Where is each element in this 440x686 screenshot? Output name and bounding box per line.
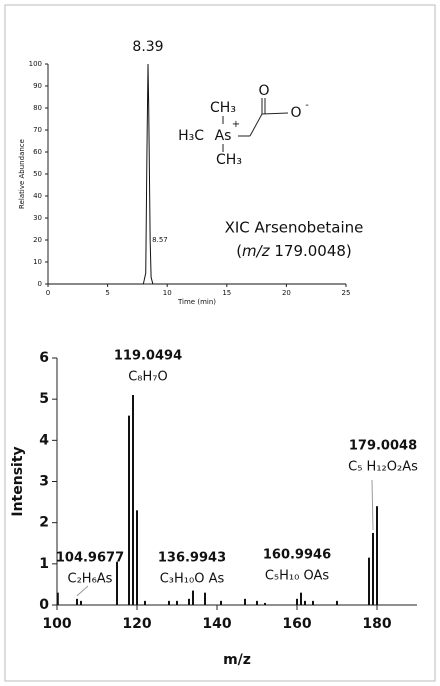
y-tick-label: 80	[33, 104, 42, 112]
peak-formula: C₂H₆As	[68, 572, 113, 587]
y-tick-label: 0	[39, 597, 49, 613]
annotation-part: (	[236, 242, 242, 260]
y-tick-label: 70	[33, 126, 42, 134]
x-tick-label: 100	[42, 616, 71, 632]
structure-label: -	[305, 100, 309, 111]
y-tick-label: 30	[33, 214, 42, 222]
y-tick-label: 6	[39, 350, 49, 366]
y-tick-label: 40	[33, 192, 42, 200]
x-tick-label: 15	[222, 289, 231, 297]
structure-label: O	[258, 83, 269, 99]
y-axis-label: Intensity	[10, 446, 26, 516]
y-tick-label: 2	[39, 515, 49, 531]
x-tick-label: 20	[282, 289, 291, 297]
structure-bonds	[222, 98, 289, 152]
x-tick-label: 120	[122, 616, 151, 632]
structure-label: As	[215, 128, 232, 144]
x-tick-label: 25	[342, 289, 351, 297]
y-tick-label: 1	[39, 556, 49, 572]
structure-label: +	[232, 119, 240, 130]
y-tick-label: 5	[39, 391, 49, 407]
frame	[4, 4, 436, 682]
x-tick-label: 0	[46, 289, 50, 297]
y-axis-label: Relative Abundance	[18, 139, 26, 209]
x-tick-label: 10	[163, 289, 172, 297]
structure-label: CH₃	[210, 100, 236, 116]
peak-formula: C₅ H₁₂O₂As	[348, 460, 418, 475]
peak-mz: 104.9677	[56, 551, 124, 566]
chromatogram-line	[48, 63, 346, 285]
y-tick-label: 3	[39, 474, 49, 490]
annotation: (m/z 179.0048)	[236, 242, 352, 260]
annotation-part: m/z	[242, 242, 271, 260]
x-axis-label: Time (min)	[177, 298, 216, 306]
peak-formula: C₈H₇O	[128, 370, 168, 385]
leader-line	[371, 479, 374, 530]
y-tick-label: 100	[29, 60, 42, 68]
annotation-part: 179.0048)	[270, 242, 352, 260]
x-tick-label: 5	[105, 289, 109, 297]
y-tick-label: 10	[33, 258, 42, 266]
structure-label: O	[290, 105, 301, 121]
peak-formula: C₅H₁₀ OAs	[265, 569, 330, 584]
peak-mz: 119.0494	[114, 349, 182, 364]
y-tick-label: 4	[39, 432, 49, 448]
x-tick-label: 140	[202, 616, 231, 632]
annotation: XIC Arsenobetaine	[225, 219, 364, 237]
structure-label: CH₃	[216, 152, 242, 168]
y-tick-label: 60	[33, 148, 42, 156]
peak-mz: 179.0048	[349, 439, 417, 454]
peak-mz: 160.9946	[263, 548, 331, 563]
leader-line	[76, 585, 89, 597]
y-tick-label: 20	[33, 236, 42, 244]
y-tick-label: 0	[38, 280, 42, 288]
y-tick-label: 50	[33, 170, 42, 178]
y-tick-label: 90	[33, 82, 42, 90]
peak-mz: 136.9943	[158, 551, 226, 566]
structure-label: H₃C	[178, 128, 204, 144]
peak-formula: C₃H₁₀O As	[160, 572, 225, 587]
x-tick-label: 180	[362, 616, 391, 632]
x-tick-label: 160	[282, 616, 311, 632]
peak-label: 8.57	[152, 236, 168, 244]
peak-label: 8.39	[132, 39, 163, 55]
x-axis-label: m/z	[223, 652, 251, 668]
